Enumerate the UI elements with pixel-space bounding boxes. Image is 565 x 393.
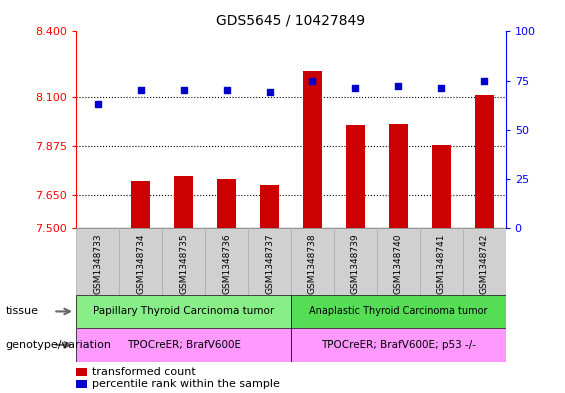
Point (179, 87, 188, 94)
Bar (377, 228, 420, 295)
Bar (432, 145, 451, 228)
Bar (248, 228, 291, 295)
Text: transformed count: transformed count (92, 367, 195, 377)
Bar (205, 228, 248, 295)
Point (394, 83, 403, 90)
Text: genotype/variation: genotype/variation (6, 340, 112, 350)
Bar (162, 228, 205, 295)
Bar (217, 179, 236, 228)
Bar (463, 228, 506, 295)
Point (136, 87, 145, 94)
Bar (76, 368, 86, 376)
Text: TPOCreER; BrafV600E: TPOCreER; BrafV600E (127, 340, 241, 350)
Text: GSM1348737: GSM1348737 (265, 233, 274, 294)
Text: GSM1348742: GSM1348742 (480, 233, 489, 294)
Bar (76, 328, 291, 362)
Bar (291, 295, 506, 328)
Bar (303, 71, 322, 228)
Text: GSM1348735: GSM1348735 (179, 233, 188, 294)
Point (480, 77, 489, 84)
Bar (334, 228, 377, 295)
Bar (76, 228, 119, 295)
Bar (291, 228, 334, 295)
Bar (475, 95, 494, 228)
Text: GSM1348739: GSM1348739 (351, 233, 360, 294)
Bar (420, 228, 463, 295)
Bar (346, 125, 365, 228)
Text: GSM1348736: GSM1348736 (222, 233, 231, 294)
Bar (291, 328, 506, 362)
Text: percentile rank within the sample: percentile rank within the sample (92, 379, 280, 389)
Bar (76, 295, 291, 328)
Bar (131, 181, 150, 228)
Point (351, 85, 360, 92)
Text: GSM1348738: GSM1348738 (308, 233, 317, 294)
Point (437, 85, 446, 92)
Bar (389, 124, 408, 228)
Text: GSM1348741: GSM1348741 (437, 233, 446, 294)
Text: GSM1348740: GSM1348740 (394, 233, 403, 294)
Bar (119, 228, 162, 295)
Text: Anaplastic Thyroid Carcinoma tumor: Anaplastic Thyroid Carcinoma tumor (309, 307, 488, 316)
Text: GSM1348734: GSM1348734 (136, 233, 145, 294)
Text: Papillary Thyroid Carcinoma tumor: Papillary Thyroid Carcinoma tumor (93, 307, 274, 316)
Point (265, 89, 274, 95)
Text: tissue: tissue (6, 307, 38, 316)
Bar (76, 380, 86, 388)
Point (308, 77, 317, 84)
Point (93, 101, 102, 107)
Text: GSM1348733: GSM1348733 (93, 233, 102, 294)
Point (222, 87, 231, 94)
Title: GDS5645 / 10427849: GDS5645 / 10427849 (216, 13, 366, 28)
Bar (260, 185, 279, 228)
Bar (174, 176, 193, 228)
Text: TPOCreER; BrafV600E; p53 -/-: TPOCreER; BrafV600E; p53 -/- (321, 340, 476, 350)
